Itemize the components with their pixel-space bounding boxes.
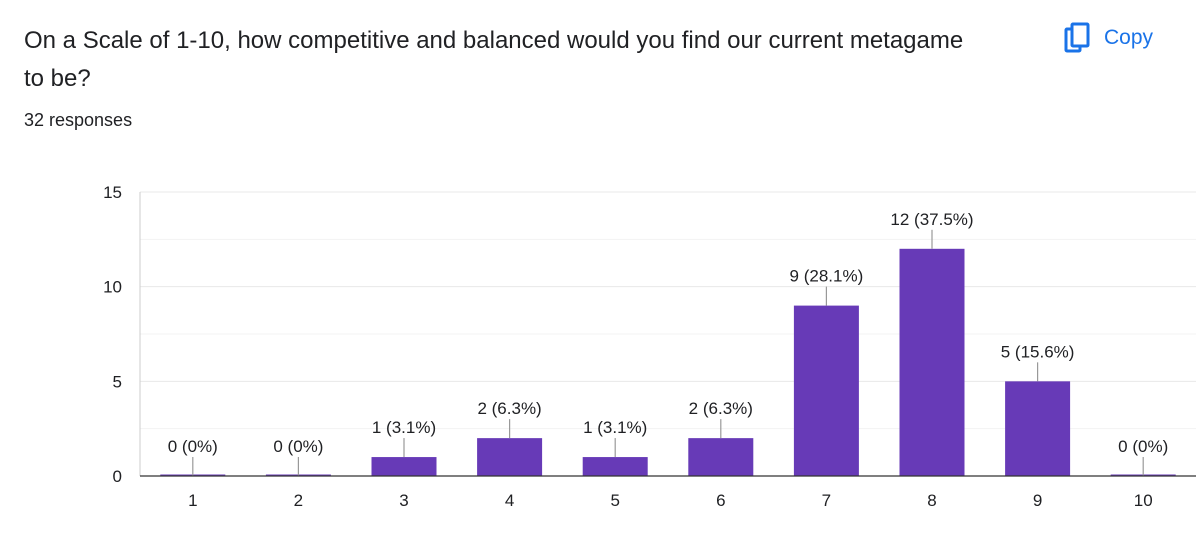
- x-tick-label: 8: [927, 491, 936, 510]
- bar: [793, 305, 859, 476]
- data-label: 1 (3.1%): [583, 418, 647, 437]
- x-tick-label: 1: [188, 491, 197, 510]
- x-tick-label: 9: [1033, 491, 1042, 510]
- data-label: 2 (6.3%): [477, 399, 541, 418]
- data-label: 0 (0%): [273, 437, 323, 456]
- x-tick-label: 6: [716, 491, 725, 510]
- copy-label: Copy: [1104, 26, 1154, 49]
- bar: [582, 457, 648, 476]
- y-tick-label: 5: [113, 372, 122, 391]
- data-label: 12 (37.5%): [890, 210, 973, 229]
- y-tick-label: 10: [103, 278, 122, 297]
- x-tick-label: 7: [822, 491, 831, 510]
- data-label: 0 (0%): [168, 437, 218, 456]
- question-title: On a Scale of 1-10, how competitive and …: [24, 27, 964, 92]
- y-tick-label: 15: [103, 183, 122, 202]
- copy-icon: [1064, 22, 1092, 54]
- x-tick-label: 4: [505, 491, 514, 510]
- x-tick-label: 3: [399, 491, 408, 510]
- data-label: 2 (6.3%): [689, 399, 753, 418]
- data-label: 0 (0%): [1118, 437, 1168, 456]
- bar: [1005, 381, 1071, 476]
- response-count: 32 responses: [24, 110, 133, 130]
- copy-button[interactable]: Copy: [1064, 18, 1180, 58]
- data-label: 5 (15.6%): [1001, 342, 1075, 361]
- x-tick-label: 10: [1134, 491, 1153, 510]
- bar: [371, 457, 437, 476]
- data-label: 1 (3.1%): [372, 418, 436, 437]
- x-tick-label: 2: [294, 491, 303, 510]
- data-label: 9 (28.1%): [790, 267, 864, 286]
- bar: [899, 248, 965, 476]
- x-tick-label: 5: [610, 491, 619, 510]
- bar: [688, 438, 754, 476]
- y-tick-label: 0: [113, 467, 122, 486]
- bar-chart: 0 5 10 15 0 (0%) 1 0 (0%) 2 1 (3.1%) 3 2 (6.3%) 4 1 …: [103, 183, 1196, 510]
- bar: [477, 438, 543, 476]
